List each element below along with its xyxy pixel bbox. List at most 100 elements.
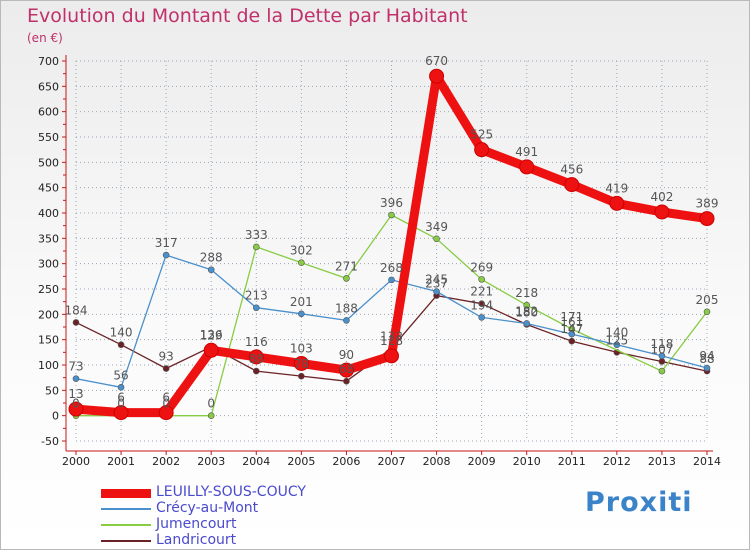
data-label: 389 <box>696 197 719 211</box>
y-tick-label: 550 <box>38 131 59 144</box>
y-tick-label: 700 <box>38 55 59 68</box>
x-tick-label: 2008 <box>423 455 451 468</box>
data-point <box>658 358 666 365</box>
data-label: 56 <box>113 368 128 382</box>
chart-title: Evolution du Montant de la Dette par Hab… <box>27 5 468 27</box>
data-label: 103 <box>290 341 313 355</box>
data-point <box>203 342 219 358</box>
data-label: 68 <box>339 362 354 376</box>
unit-label: (en €) <box>27 31 63 45</box>
data-point <box>298 310 305 318</box>
legend-label-landricourt: Landricourt <box>156 532 237 548</box>
proxiti-logo: Proxiti <box>585 487 693 518</box>
data-point <box>523 301 531 309</box>
data-label: 129 <box>200 328 223 342</box>
data-label: 88 <box>249 352 264 366</box>
y-tick-label: 600 <box>38 106 59 119</box>
x-tick-label: 2002 <box>152 455 180 468</box>
data-label: 94 <box>699 349 714 363</box>
data-point <box>207 412 215 419</box>
data-point <box>474 142 490 158</box>
data-label: 116 <box>245 335 268 349</box>
data-label: 670 <box>425 54 448 68</box>
data-label: 402 <box>650 190 673 204</box>
x-tick-label: 2000 <box>62 455 90 468</box>
x-tick-label: 2007 <box>378 455 406 468</box>
data-point <box>429 68 445 84</box>
y-tick-label: 350 <box>38 232 59 245</box>
data-label: 73 <box>68 360 83 374</box>
data-label: 90 <box>339 348 354 362</box>
y-tick-label: 300 <box>38 258 59 271</box>
y-tick-label: 0 <box>52 410 59 423</box>
y-tick-label: -50 <box>41 435 59 448</box>
data-label: 419 <box>605 181 628 195</box>
data-label: 133 <box>380 329 403 343</box>
data-label: 218 <box>515 286 538 300</box>
data-label: 271 <box>335 259 358 273</box>
data-point <box>252 304 260 312</box>
x-tick-label: 2006 <box>332 455 360 468</box>
y-tick-label: 650 <box>38 80 59 93</box>
data-point <box>703 364 711 372</box>
data-label: 136 <box>200 328 223 342</box>
data-label: 268 <box>380 261 403 275</box>
data-point <box>388 211 395 219</box>
data-point <box>654 204 670 220</box>
data-point <box>293 355 309 371</box>
data-point <box>72 375 80 382</box>
data-label: 180 <box>515 305 538 319</box>
data-point <box>699 211 715 227</box>
data-label: 188 <box>335 301 358 315</box>
data-point <box>298 259 305 266</box>
data-label: 0 <box>162 397 170 411</box>
data-point <box>658 352 666 360</box>
data-point <box>113 405 129 421</box>
data-label: 302 <box>290 244 313 258</box>
data-point <box>384 348 399 364</box>
data-label: 194 <box>470 298 493 312</box>
data-point <box>117 383 125 391</box>
data-label: 171 <box>560 310 583 324</box>
data-point <box>478 276 485 283</box>
data-point <box>298 372 305 380</box>
data-label: 245 <box>425 273 448 287</box>
legend-swatch-jumencourt <box>101 524 151 526</box>
data-point <box>343 275 350 282</box>
data-point <box>162 251 170 259</box>
data-label: 491 <box>515 145 538 159</box>
data-label: 0 <box>207 397 215 411</box>
y-tick-label: 250 <box>38 283 59 296</box>
x-tick-label: 2009 <box>468 455 496 468</box>
legend-swatch-leuilly <box>101 489 151 498</box>
y-tick-label: 200 <box>38 308 59 321</box>
legend-label-jumencourt: Jumencourt <box>156 516 237 532</box>
data-label: 78 <box>294 357 309 371</box>
x-tick-label: 2011 <box>558 455 586 468</box>
data-label: 125 <box>605 333 628 347</box>
data-label: 237 <box>425 277 448 291</box>
data-point <box>248 349 264 365</box>
x-tick-label: 2005 <box>287 455 315 468</box>
data-label: 349 <box>425 220 448 234</box>
data-point <box>343 317 350 324</box>
x-tick-label: 2010 <box>513 455 541 468</box>
x-tick-label: 2003 <box>197 455 225 468</box>
x-tick-label: 2013 <box>648 455 676 468</box>
legend-swatch-landricourt <box>101 540 151 542</box>
data-point <box>338 362 354 378</box>
y-tick-label: 400 <box>38 207 59 220</box>
data-label: 456 <box>560 163 583 177</box>
data-label: 140 <box>110 326 133 340</box>
data-point <box>568 337 576 345</box>
data-label: 93 <box>159 350 174 364</box>
data-point <box>433 288 440 295</box>
data-label: 396 <box>380 196 403 210</box>
data-point <box>117 341 125 349</box>
data-point <box>388 276 395 284</box>
legend-label-leuilly: LEUILLY-SOUS-COUCY <box>156 484 306 500</box>
data-point <box>68 401 84 417</box>
data-point <box>523 320 531 327</box>
